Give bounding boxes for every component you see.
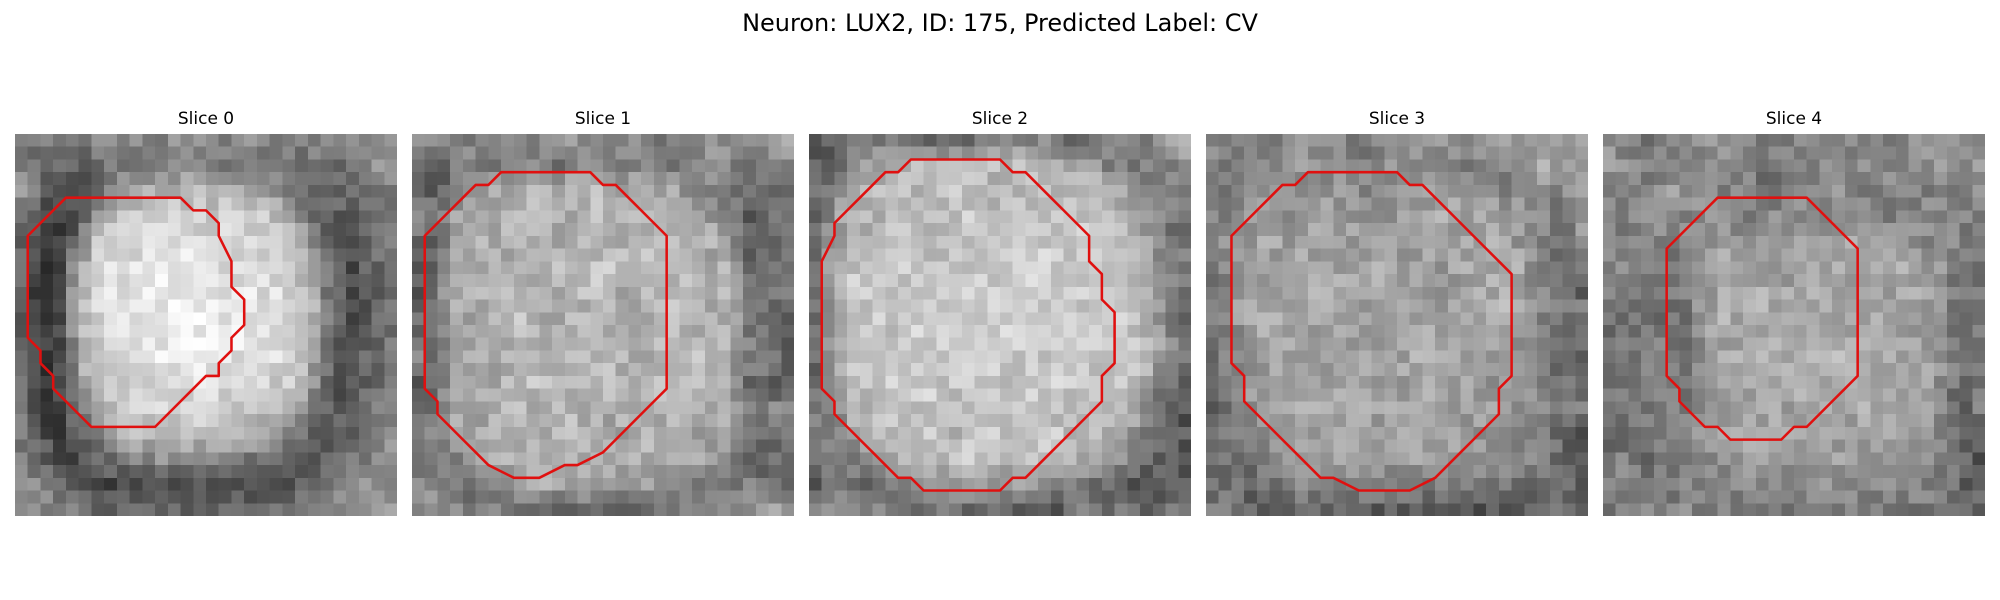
slice-pixel-grid [1206,134,1588,516]
slice-image [1206,134,1588,516]
slice-image [412,134,794,516]
slice-panel-0: Slice 0 [15,108,397,516]
slice-title: Slice 0 [177,109,235,129]
slice-image [1603,134,1985,516]
slice-image [15,134,397,516]
slice-panel-1: Slice 1 [412,108,794,516]
slice-title: Slice 4 [1765,109,1823,129]
segmentation-outline [820,158,1116,492]
slice-panel-2: Slice 2 [809,108,1191,516]
slice-pixel-grid [1603,134,1985,516]
slice-title: Slice 2 [971,109,1029,129]
segmentation-outline [1665,196,1859,441]
slice-title: Slice 1 [574,109,632,129]
segmentation-outline [423,170,668,480]
slice-image [809,134,1191,516]
slice-panel-3: Slice 3 [1206,108,1588,516]
segmentation-outline [1230,170,1513,492]
slice-panel-4: Slice 4 [1603,108,1985,516]
slice-pixel-grid [15,134,397,516]
segmentation-outline [26,196,246,429]
slice-title: Slice 3 [1368,109,1426,129]
figure-title: Neuron: LUX2, ID: 175, Predicted Label: … [742,9,1258,37]
